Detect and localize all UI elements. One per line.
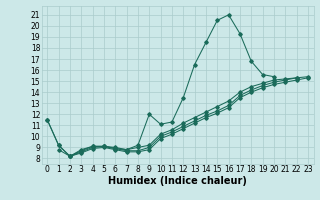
X-axis label: Humidex (Indice chaleur): Humidex (Indice chaleur) [108, 176, 247, 186]
